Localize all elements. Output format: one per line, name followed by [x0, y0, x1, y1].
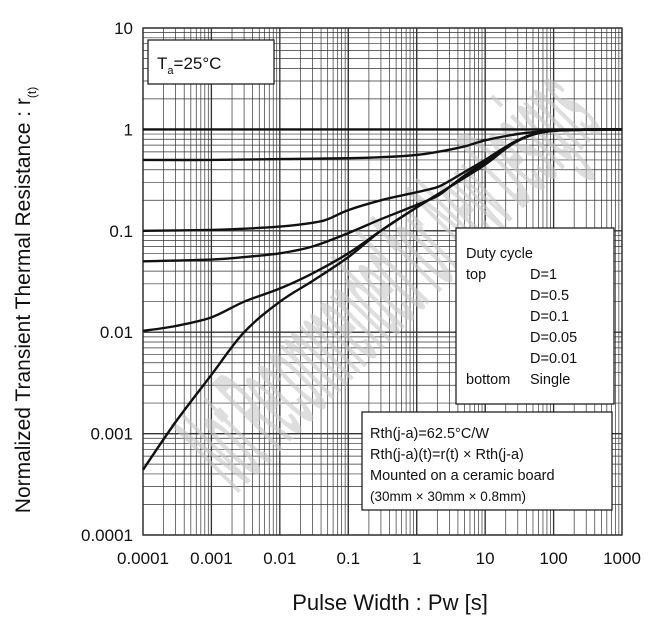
- y-tick-label: 10: [114, 19, 133, 38]
- legend-top-label: top: [466, 267, 486, 283]
- tick-labels: 0.0001 0.001 0.01 0.1 1 10 100 1000 10 1 0.1 0.01 0.…: [81, 19, 641, 568]
- x-tick-label: 100: [539, 549, 567, 568]
- info-line: Mounted on a ceramic board: [370, 468, 555, 484]
- y-axis-title: Normalized Transient Thermal Resistance …: [12, 98, 35, 513]
- x-tick-label: 0.0001: [117, 549, 169, 568]
- info-line: (30mm × 30mm × 0.8mm): [370, 489, 526, 504]
- ta-label-value: =25°C: [174, 54, 222, 73]
- thermal-info-box: Rth(j-a)=62.5°C/W Rth(j-a)(t)=r(t) × Rth…: [361, 411, 613, 511]
- ta-label-main: T: [157, 54, 167, 73]
- series-line-d-0-5: [142, 128, 623, 162]
- ta-label-subscript: a: [167, 65, 174, 77]
- ambient-temperature-box: Ta=25°C: [147, 39, 275, 85]
- x-tick-label: 0.001: [190, 549, 233, 568]
- legend-entry: D=0.5: [530, 288, 569, 304]
- legend-bottom-label: bottom: [466, 372, 510, 388]
- y-tick-label: 0.01: [100, 323, 133, 342]
- x-tick-label: 0.1: [336, 549, 360, 568]
- y-tick-label: 1: [124, 120, 133, 139]
- series-line-single: [142, 128, 623, 471]
- x-tick-label: 10: [476, 549, 495, 568]
- legend-entry: Single: [530, 372, 570, 388]
- duty-cycle-legend: Duty cycle top D=1 D=0.5 D=0.1 D=0.05 D=…: [455, 227, 615, 405]
- curves: [142, 128, 623, 471]
- y-axis-title-subscript: (t): [25, 87, 39, 98]
- y-tick-label: 0.0001: [81, 526, 133, 545]
- legend-entry: D=0.05: [530, 330, 577, 346]
- info-line: Rth(j-a)=62.5°C/W: [370, 426, 489, 442]
- y-tick-label: 0.1: [109, 222, 133, 241]
- y-tick-label: 0.001: [90, 425, 133, 444]
- legend-title: Duty cycle: [466, 246, 533, 262]
- legend-entry: D=1: [530, 267, 557, 283]
- svg-text:Normalized Transient Thermal R: Normalized Transient Thermal Resistance …: [12, 87, 39, 513]
- info-line: Rth(j-a)(t)=r(t) × Rth(j-a): [370, 447, 524, 463]
- svg-text:Ta=25°C: Ta=25°C: [157, 54, 221, 77]
- legend-entry: D=0.1: [530, 309, 569, 325]
- x-axis-title: Pulse Width : Pw [s]: [292, 590, 488, 615]
- x-tick-label: 0.01: [263, 549, 296, 568]
- x-tick-label: 1: [412, 549, 421, 568]
- x-tick-label: 1000: [603, 549, 641, 568]
- legend-entry: D=0.01: [530, 351, 577, 367]
